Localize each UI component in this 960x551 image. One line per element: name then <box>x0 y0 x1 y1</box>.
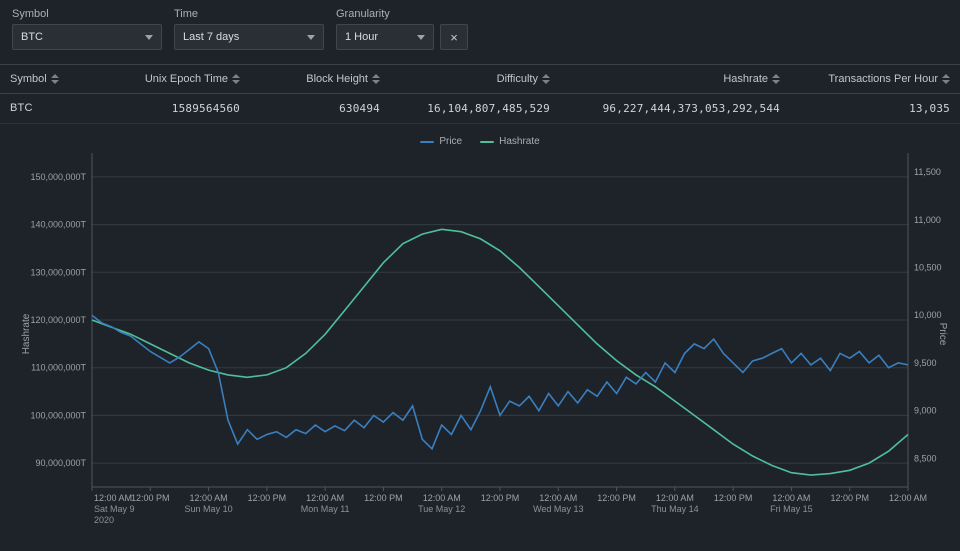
data-table: Symbol Unix Epoch Time Block Height Diff… <box>0 65 960 124</box>
svg-text:12:00 PM: 12:00 PM <box>248 493 287 503</box>
sort-icon <box>232 74 240 84</box>
clear-granularity-button[interactable]: × <box>440 24 468 50</box>
symbol-label: Symbol <box>12 8 162 20</box>
svg-text:12:00 PM: 12:00 PM <box>131 493 170 503</box>
svg-text:12:00 AM: 12:00 AM <box>772 493 810 503</box>
svg-text:140,000,000T: 140,000,000T <box>30 220 86 230</box>
granularity-label: Granularity <box>336 8 468 20</box>
filter-bar: Symbol BTC Time Last 7 days Granularity … <box>0 0 960 65</box>
svg-text:11,000: 11,000 <box>914 215 941 225</box>
legend-price[interactable]: Price <box>420 136 462 147</box>
chart-container: Price Hashrate Hashrate Price 90,000,000… <box>0 124 960 544</box>
granularity-filter: Granularity 1 Hour × <box>336 8 468 50</box>
svg-text:12:00 PM: 12:00 PM <box>714 493 753 503</box>
svg-text:9,500: 9,500 <box>914 358 937 368</box>
svg-text:Sat May 9: Sat May 9 <box>94 504 135 514</box>
y-axis-left-label: Hashrate <box>21 314 32 355</box>
td-hashrate: 96,227,444,373,053,292,544 <box>560 94 790 123</box>
sort-icon <box>942 74 950 84</box>
svg-text:Sun May 10: Sun May 10 <box>185 504 233 514</box>
th-txph[interactable]: Transactions Per Hour <box>790 65 960 93</box>
chart-legend: Price Hashrate <box>6 132 954 147</box>
svg-text:9,000: 9,000 <box>914 406 937 416</box>
svg-text:Thu May 14: Thu May 14 <box>651 504 699 514</box>
th-block-height[interactable]: Block Height <box>250 65 390 93</box>
granularity-value: 1 Hour <box>345 31 378 43</box>
legend-price-swatch <box>420 141 434 143</box>
svg-text:11,500: 11,500 <box>914 167 941 177</box>
chevron-down-icon <box>417 35 425 40</box>
svg-text:10,500: 10,500 <box>914 263 942 273</box>
td-symbol: BTC <box>0 94 70 123</box>
svg-text:12:00 AM: 12:00 AM <box>306 493 344 503</box>
legend-hashrate[interactable]: Hashrate <box>480 136 540 147</box>
symbol-filter: Symbol BTC <box>12 8 162 50</box>
svg-text:12:00 AM: 12:00 AM <box>539 493 577 503</box>
table-header: Symbol Unix Epoch Time Block Height Diff… <box>0 65 960 94</box>
th-hashrate[interactable]: Hashrate <box>560 65 790 93</box>
time-label: Time <box>174 8 324 20</box>
td-block-height: 630494 <box>250 94 390 123</box>
chevron-down-icon <box>145 35 153 40</box>
svg-text:Fri May 15: Fri May 15 <box>770 504 813 514</box>
td-unix-epoch: 1589564560 <box>70 94 250 123</box>
svg-text:12:00 PM: 12:00 PM <box>481 493 520 503</box>
svg-text:12:00 AM: 12:00 AM <box>190 493 228 503</box>
chart-svg: 90,000,000T 100,000,000T 110,000,000T 120,0… <box>6 147 954 539</box>
svg-text:12:00 PM: 12:00 PM <box>597 493 636 503</box>
svg-text:100,000,000T: 100,000,000T <box>30 410 86 420</box>
svg-text:130,000,000T: 130,000,000T <box>30 267 86 277</box>
svg-text:12:00 PM: 12:00 PM <box>364 493 403 503</box>
table-row: BTC 1589564560 630494 16,104,807,485,529… <box>0 94 960 124</box>
svg-text:12:00 AM: 12:00 AM <box>423 493 461 503</box>
th-difficulty[interactable]: Difficulty <box>390 65 560 93</box>
svg-text:120,000,000T: 120,000,000T <box>30 315 86 325</box>
symbol-dropdown[interactable]: BTC <box>12 24 162 50</box>
sort-icon <box>372 74 380 84</box>
y-axis-right-label: Price <box>937 323 948 346</box>
legend-hashrate-label: Hashrate <box>499 136 540 147</box>
svg-text:8,500: 8,500 <box>914 453 937 463</box>
symbol-value: BTC <box>21 31 43 43</box>
svg-text:12:00 AM: 12:00 AM <box>889 493 927 503</box>
svg-text:150,000,000T: 150,000,000T <box>30 172 86 182</box>
sort-icon <box>772 74 780 84</box>
th-symbol[interactable]: Symbol <box>0 65 70 93</box>
legend-hashrate-swatch <box>480 141 494 143</box>
svg-text:12:00 AM: 12:00 AM <box>94 493 132 503</box>
svg-text:Mon May 11: Mon May 11 <box>301 504 350 514</box>
time-value: Last 7 days <box>183 31 239 43</box>
close-icon: × <box>450 30 458 45</box>
svg-text:90,000,000T: 90,000,000T <box>35 458 86 468</box>
sort-icon <box>51 74 59 84</box>
granularity-dropdown[interactable]: 1 Hour <box>336 24 434 50</box>
chevron-down-icon <box>307 35 315 40</box>
svg-text:10,000: 10,000 <box>914 310 942 320</box>
td-txph: 13,035 <box>790 94 960 123</box>
th-unix-epoch[interactable]: Unix Epoch Time <box>70 65 250 93</box>
svg-text:110,000,000T: 110,000,000T <box>31 363 86 373</box>
time-filter: Time Last 7 days <box>174 8 324 50</box>
sort-icon <box>542 74 550 84</box>
td-difficulty: 16,104,807,485,529 <box>390 94 560 123</box>
svg-text:Tue May 12: Tue May 12 <box>418 504 465 514</box>
legend-price-label: Price <box>439 136 462 147</box>
time-dropdown[interactable]: Last 7 days <box>174 24 324 50</box>
svg-text:2020: 2020 <box>94 515 114 525</box>
svg-text:12:00 PM: 12:00 PM <box>830 493 869 503</box>
svg-text:Wed May 13: Wed May 13 <box>533 504 583 514</box>
svg-text:12:00 AM: 12:00 AM <box>656 493 694 503</box>
